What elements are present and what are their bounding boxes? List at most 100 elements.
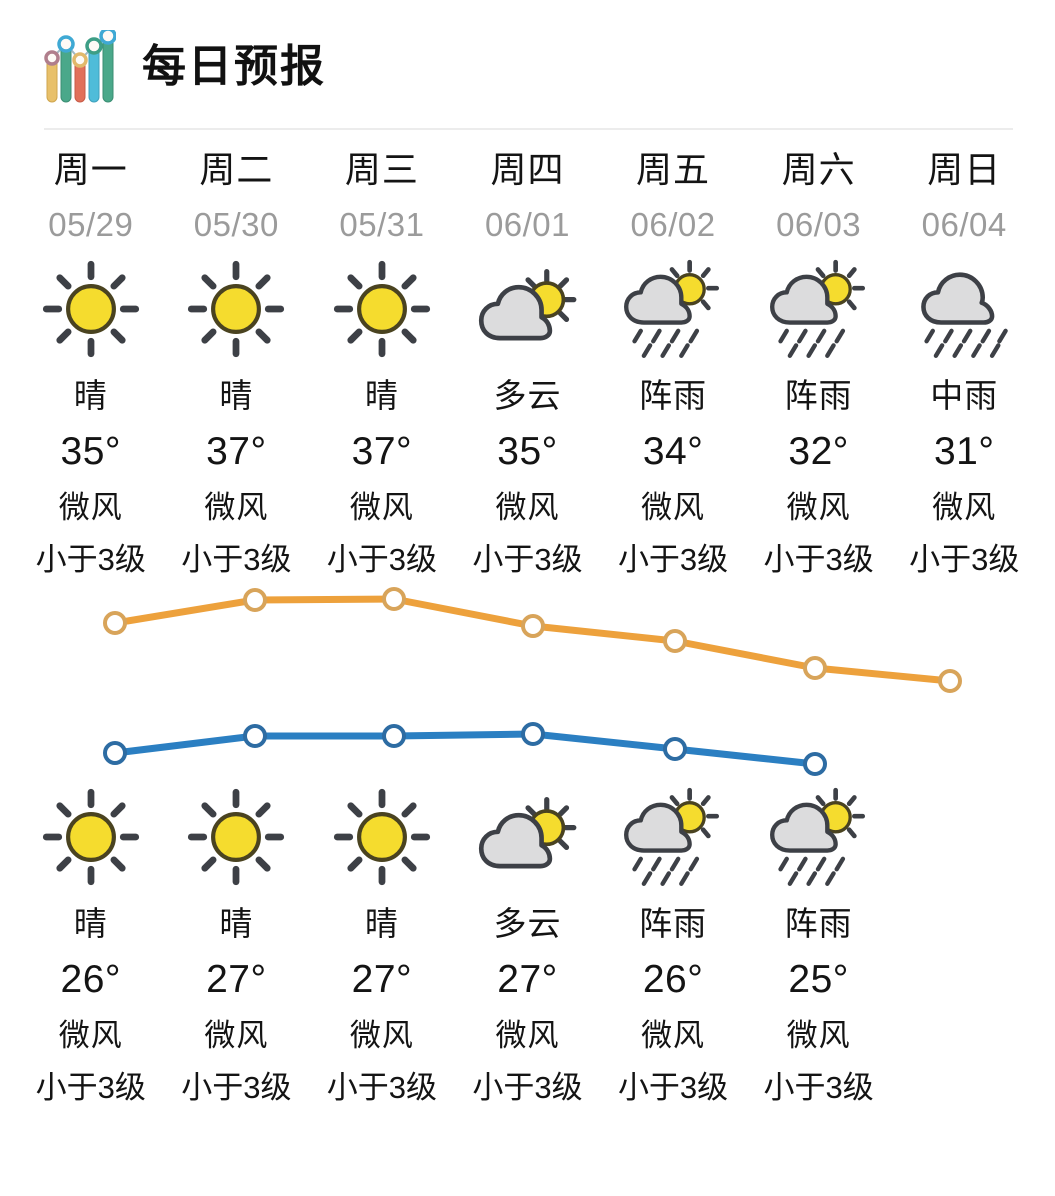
- forecast-column-night-4[interactable]: 阵雨 26° 微风 小于3级: [600, 785, 746, 1103]
- day-name: 周三: [344, 149, 419, 190]
- bar-chart-trend-icon: [44, 27, 117, 104]
- sunny-icon: [330, 257, 434, 361]
- forecast-column-night-2[interactable]: 晴 27° 微风 小于3级: [309, 785, 455, 1103]
- forecast-column-night-6: [891, 785, 1037, 1103]
- low-temp-line: [111, 730, 819, 768]
- weather-text: 晴: [364, 905, 399, 942]
- header-divider: [44, 128, 1013, 130]
- temperature: 34°: [642, 430, 704, 473]
- wind-text: 微风: [58, 1018, 123, 1053]
- wind-level: 小于3级: [763, 1070, 874, 1105]
- wind-text: 微风: [204, 490, 269, 525]
- temperature: 25°: [788, 958, 849, 1001]
- temperature: 32°: [788, 430, 849, 473]
- weather-text: 阵雨: [639, 905, 708, 942]
- temperature: 27°: [497, 958, 558, 1001]
- wind-level: 小于3级: [472, 1070, 583, 1105]
- temperature: 35°: [60, 430, 122, 473]
- wind-text: 微风: [641, 1018, 706, 1053]
- wind-level: 小于3级: [326, 542, 438, 577]
- wind-level: 小于3级: [763, 542, 874, 577]
- sunny-icon: [330, 785, 434, 889]
- forecast-column-day-5[interactable]: 周六 06/03: [746, 149, 892, 577]
- header: 每日预报: [0, 0, 1055, 112]
- weather-text: 晴: [219, 905, 254, 942]
- sunny-icon: [39, 257, 143, 361]
- shower-icon: [621, 257, 725, 361]
- wind-text: 微风: [349, 490, 414, 525]
- temperature: 35°: [497, 430, 558, 473]
- temperature: 26°: [642, 958, 704, 1001]
- wind-text: 微风: [786, 1018, 851, 1053]
- wind-level: 小于3级: [181, 542, 292, 577]
- forecast-column-day-4[interactable]: 周五 06/02: [600, 149, 746, 577]
- wind-level: 小于3级: [35, 1070, 146, 1105]
- day-date: 06/04: [921, 206, 1007, 243]
- day-name: 周五: [636, 149, 711, 190]
- day-date: 05/30: [193, 206, 279, 243]
- sunny-icon: [184, 785, 288, 889]
- wind-text: 微风: [204, 1018, 269, 1053]
- nighttime-forecast: 晴 26° 微风 小于3级 晴 27° 微风 小于: [0, 785, 1055, 1103]
- forecast-column-night-5[interactable]: 阵雨 25° 微风 小于3级: [746, 785, 892, 1103]
- forecast-column-day-1[interactable]: 周二 05/30 晴 37° 微风 小于3级: [164, 149, 310, 577]
- daytime-forecast: 周一 05/29 晴 35° 微风 小于3级 周二: [0, 149, 1055, 577]
- sunny-icon: [184, 257, 288, 361]
- wind-text: 微风: [641, 490, 706, 525]
- forecast-column-day-6[interactable]: 周日 06/04: [891, 149, 1037, 577]
- forecast-column-night-0[interactable]: 晴 26° 微风 小于3级: [18, 785, 164, 1103]
- forecast-column-day-0[interactable]: 周一 05/29 晴 35° 微风 小于3级: [18, 149, 164, 577]
- wind-text: 微风: [349, 1018, 414, 1053]
- wind-text: 微风: [786, 490, 851, 525]
- page-title: 每日预报: [142, 42, 326, 91]
- wind-text: 微风: [932, 490, 997, 525]
- partly-cloudy-icon: [475, 257, 579, 361]
- wind-text: 微风: [495, 1018, 560, 1053]
- day-date: 06/03: [776, 206, 862, 243]
- temperature: 37°: [351, 430, 413, 473]
- weather-text: 晴: [73, 905, 108, 942]
- shower-icon: [767, 257, 871, 361]
- temperature: 27°: [206, 958, 267, 1001]
- wind-level: 小于3级: [326, 1070, 438, 1105]
- day-date: 06/02: [630, 206, 716, 243]
- weather-text: 晴: [73, 377, 108, 414]
- wind-text: 微风: [58, 490, 123, 525]
- day-name: 周二: [199, 149, 274, 190]
- wind-level: 小于3级: [35, 542, 146, 577]
- day-name: 周六: [781, 149, 856, 190]
- day-name: 周四: [490, 149, 565, 190]
- day-date: 05/29: [48, 206, 134, 243]
- day-date: 06/01: [484, 206, 571, 243]
- sunny-icon: [39, 785, 143, 889]
- weather-text: 中雨: [930, 377, 999, 414]
- wind-level: 小于3级: [617, 542, 729, 577]
- day-name: 周日: [927, 149, 1002, 190]
- partly-cloudy-icon: [475, 785, 579, 889]
- weather-text: 多云: [493, 377, 562, 414]
- weather-text: 晴: [364, 377, 399, 414]
- wind-level: 小于3级: [617, 1070, 729, 1105]
- day-name: 周一: [53, 149, 128, 190]
- weather-text: 晴: [219, 377, 254, 414]
- weather-text: 多云: [493, 905, 562, 942]
- wind-level: 小于3级: [181, 1070, 292, 1105]
- wind-level: 小于3级: [472, 542, 583, 577]
- low-temp-markers: [103, 722, 827, 776]
- forecast-column-night-3[interactable]: 多云 27° 微风 小于3级: [455, 785, 601, 1103]
- wind-text: 微风: [495, 490, 560, 525]
- temperature: 37°: [206, 430, 267, 473]
- temperature: 31°: [933, 430, 995, 473]
- forecast-column-day-3[interactable]: 周四 06/01 多云 35° 微风 小于3级: [455, 149, 601, 577]
- temperature: 27°: [351, 958, 413, 1001]
- forecast-column-day-2[interactable]: 周三 05/31 晴 37° 微风 小于3级: [309, 149, 455, 577]
- weather-text: 阵雨: [784, 905, 853, 942]
- wind-level: 小于3级: [909, 542, 1020, 577]
- forecast-column-night-1[interactable]: 晴 27° 微风 小于3级: [164, 785, 310, 1103]
- temperature: 26°: [60, 958, 122, 1001]
- temperature-trend-chart: [0, 581, 1055, 781]
- shower-icon: [621, 785, 725, 889]
- day-date: 05/31: [339, 206, 425, 243]
- shower-icon: [767, 785, 871, 889]
